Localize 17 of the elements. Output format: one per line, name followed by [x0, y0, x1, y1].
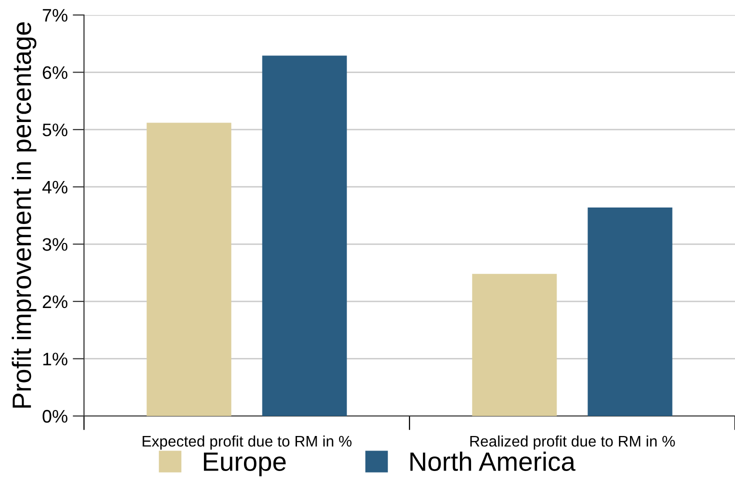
bar: [146, 122, 232, 416]
y-tick-label: 6%: [42, 66, 68, 80]
y-tick-label: 5%: [42, 124, 68, 136]
y-axis-title: Profit improvement in percentage: [12, 22, 36, 408]
y-tick-label: 2%: [42, 295, 68, 308]
y-tick-label: 3%: [42, 238, 68, 251]
x-tick-label: Realized profit due to RM in %: [470, 435, 675, 450]
bar: [262, 56, 347, 416]
y-tick-label: 7%: [42, 9, 68, 22]
y-tick-label: 0%: [42, 410, 68, 423]
bar: [588, 207, 672, 416]
legend-label: North America: [410, 452, 576, 471]
bar: [472, 274, 557, 416]
legend-label: Europe: [204, 452, 286, 476]
y-tick-label: 4%: [42, 180, 68, 194]
x-tick-label: Expected profit due to RM in %: [142, 435, 352, 450]
y-tick-label: 1%: [43, 352, 68, 366]
